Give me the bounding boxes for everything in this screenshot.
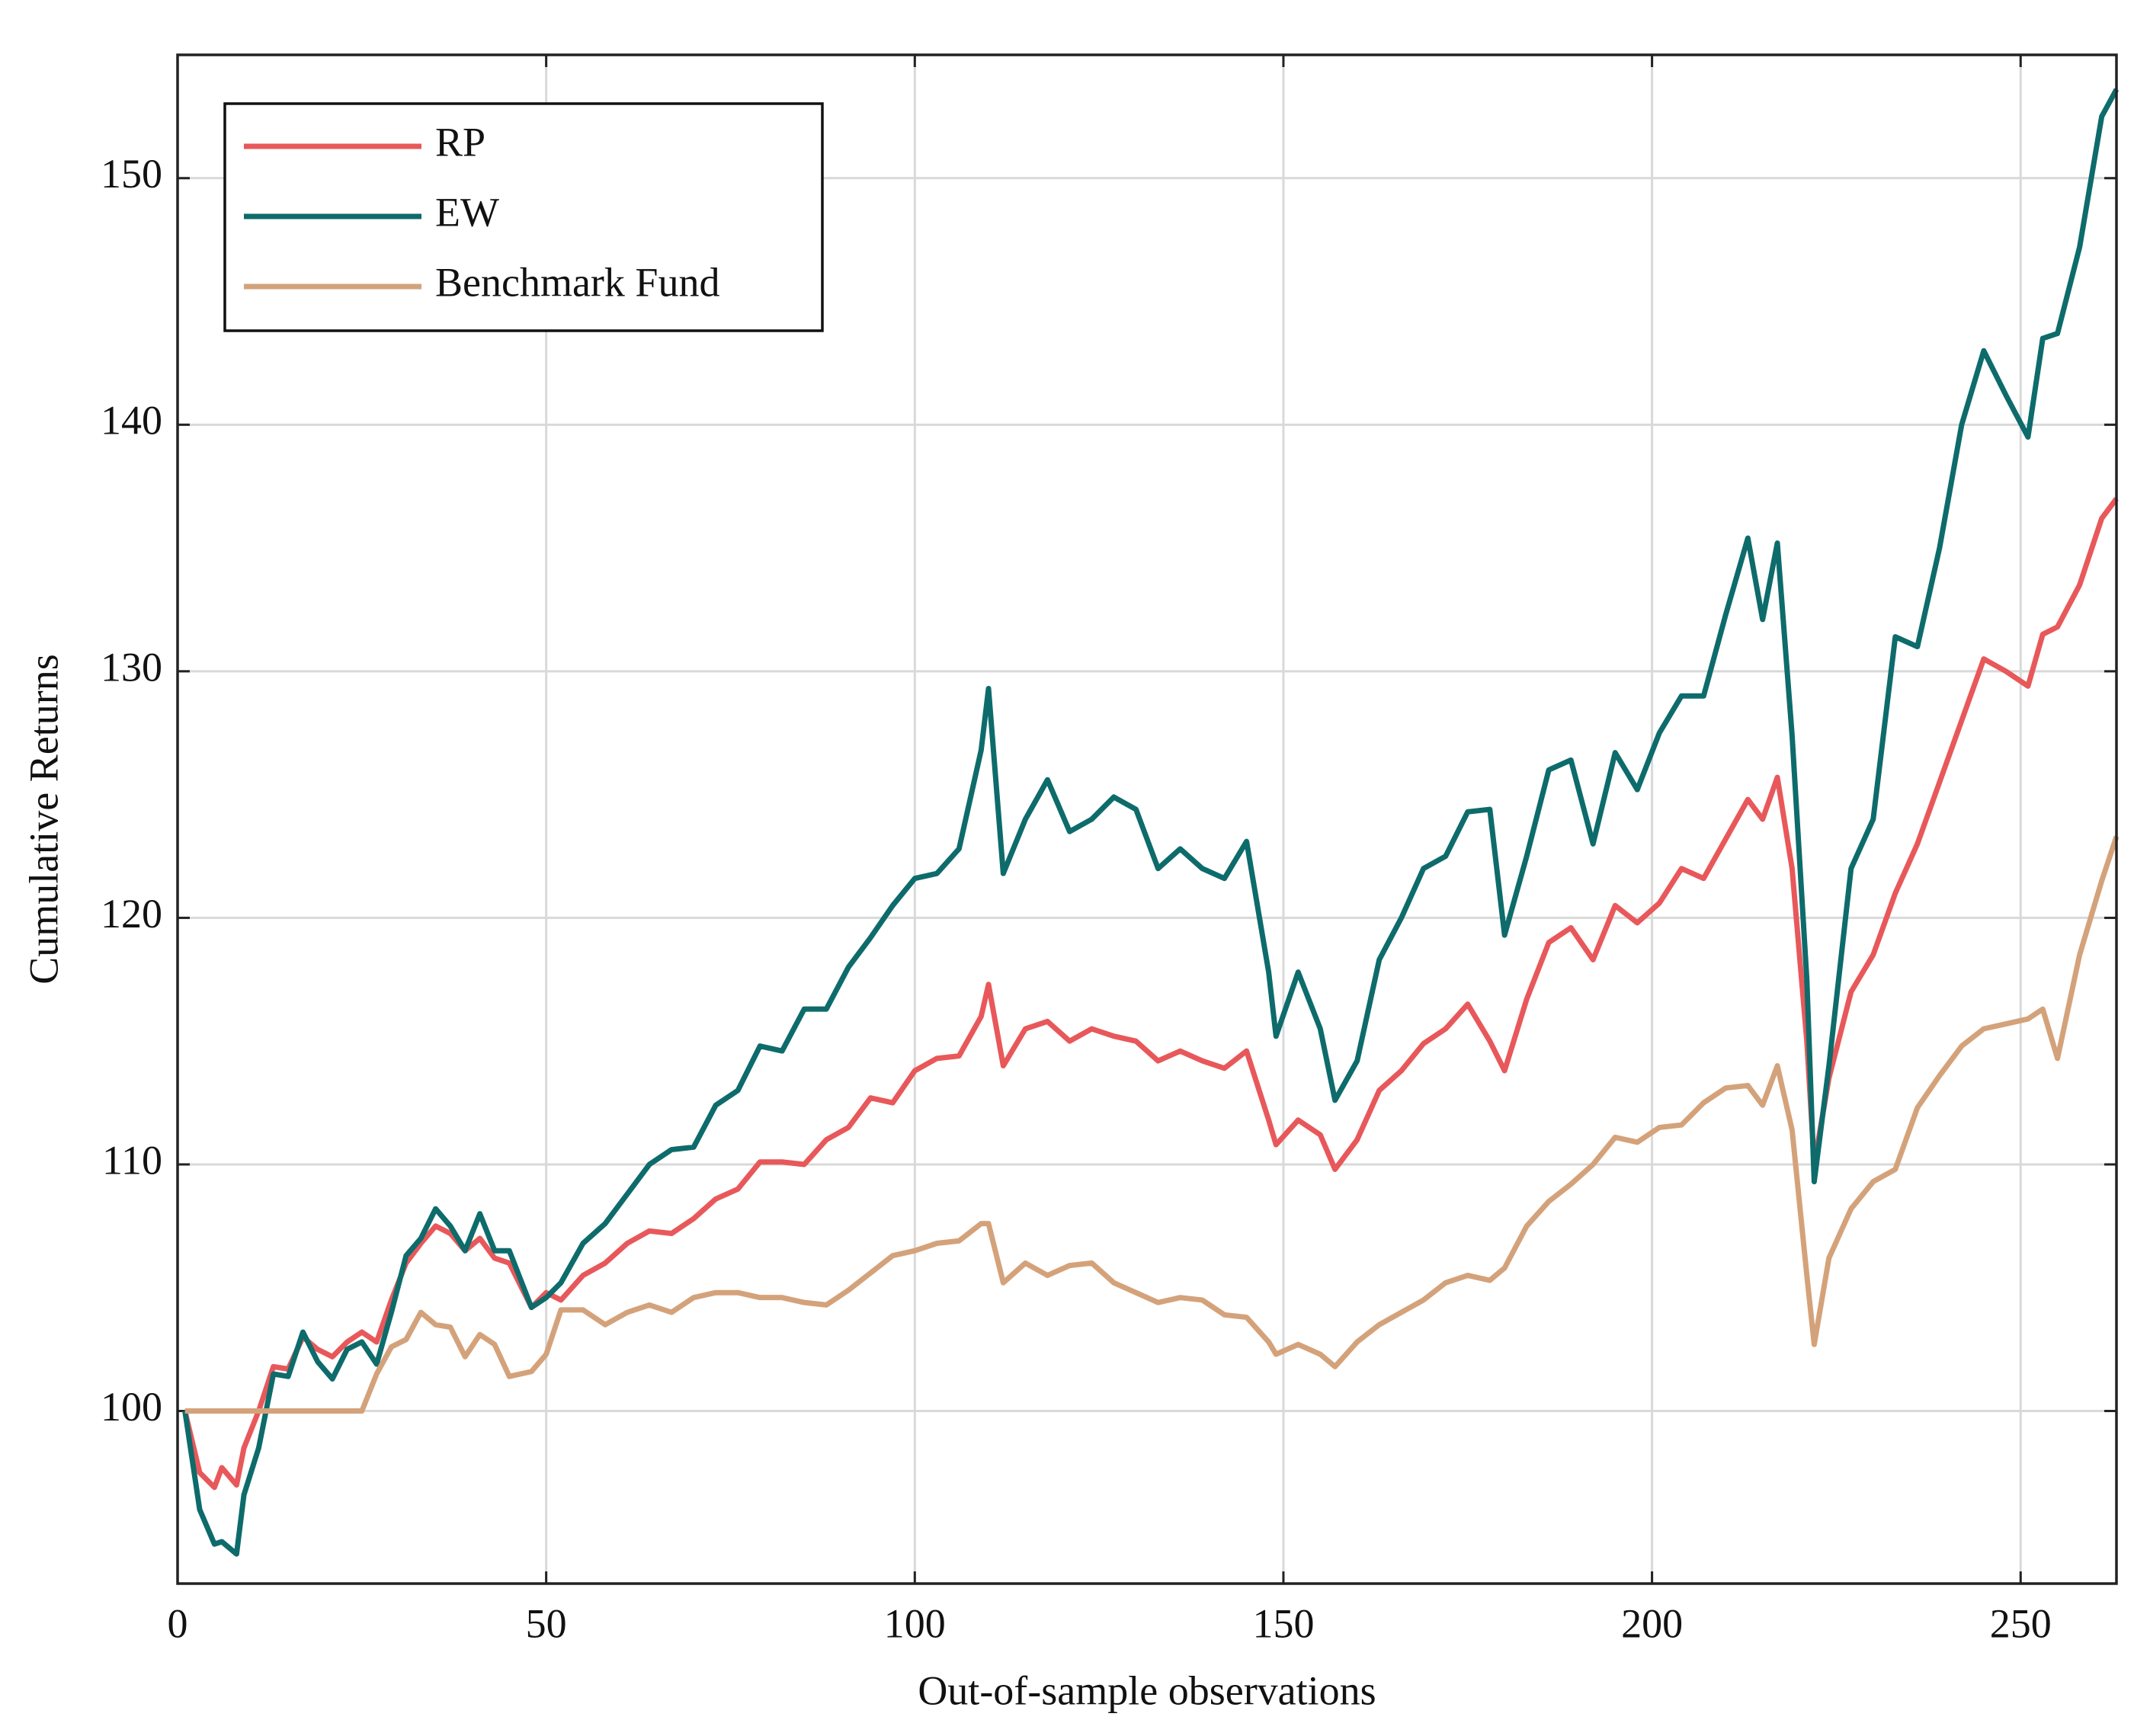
y-axis-label: Cumulative Returns <box>21 654 66 984</box>
y-tick-label: 120 <box>101 891 162 937</box>
x-tick-label: 50 <box>526 1600 567 1646</box>
series-line <box>182 88 2120 1557</box>
y-tick-label: 130 <box>101 644 162 690</box>
y-tick-label: 100 <box>101 1384 162 1430</box>
y-tick-label: 150 <box>101 151 162 197</box>
y-tick-label: 140 <box>101 398 162 444</box>
x-axis-label: Out-of-sample observations <box>918 1667 1376 1713</box>
legend-label: RP <box>435 119 485 165</box>
series-line <box>184 835 2120 1414</box>
x-tick-label: 0 <box>168 1600 188 1646</box>
x-tick-label: 200 <box>1621 1600 1683 1646</box>
x-tick-label: 100 <box>884 1600 946 1646</box>
legend-label: Benchmark Fund <box>435 259 719 305</box>
plot-frame <box>176 53 2118 1585</box>
x-tick-label: 250 <box>1990 1600 2052 1646</box>
legend-label: EW <box>435 189 499 235</box>
y-tick-label: 110 <box>102 1137 162 1183</box>
series-line <box>182 497 2119 1491</box>
x-tick-label: 150 <box>1252 1600 1314 1646</box>
